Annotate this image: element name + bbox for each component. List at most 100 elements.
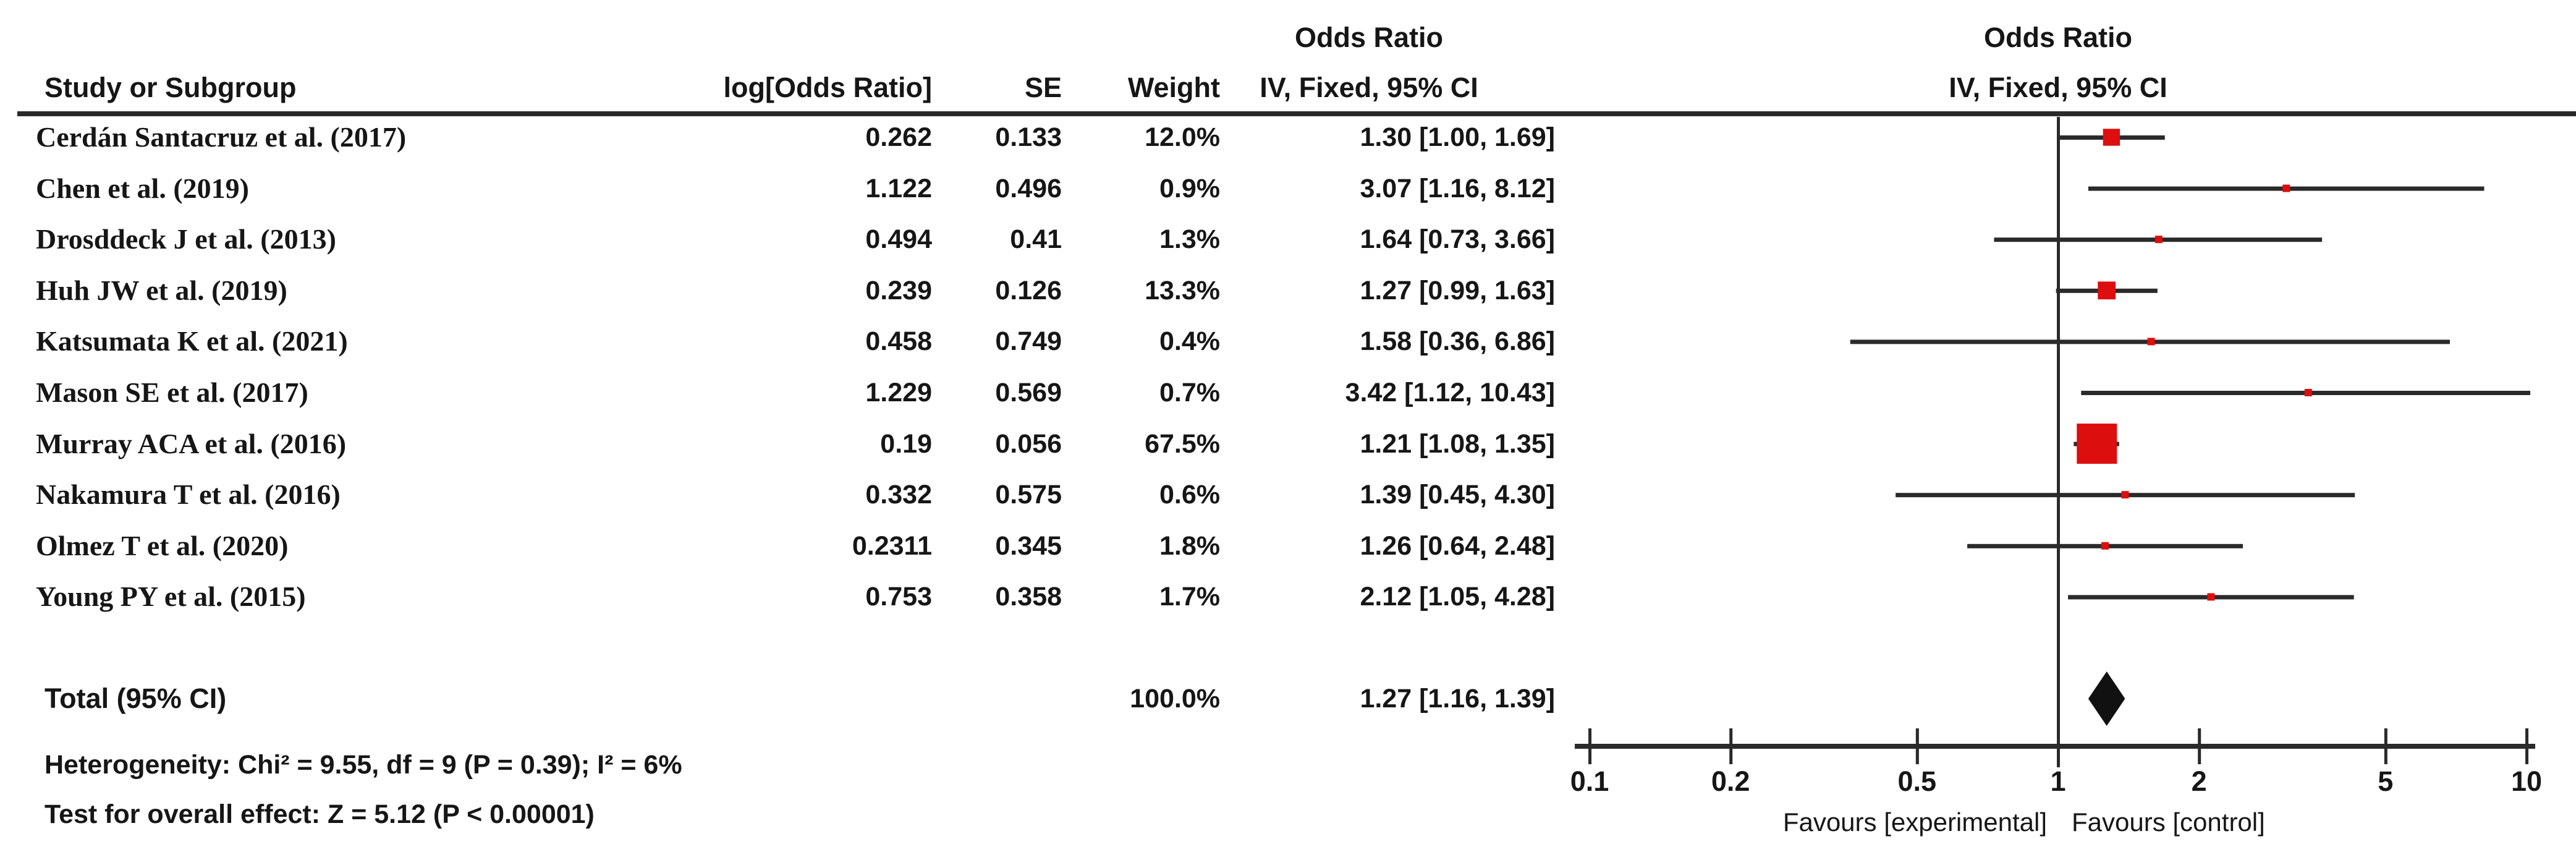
favours-control-label: Favours [control] [2072,807,2265,837]
study-row: Mason SE et al. (2017) 1.229 0.569 0.7% 3.42… [0,370,1582,415]
study-row: Huh JW et al. (2019) 0.239 0.126 13.3% 1.27 … [0,268,1582,313]
se-value: 0.056 [995,428,1062,459]
weight-value: 67.5% [1145,428,1220,459]
se-value: 0.345 [995,531,1062,561]
se-value: 0.358 [995,582,1062,612]
ci-value: 1.58 [0.36, 6.86] [1360,326,1555,357]
x-axis-tick-label: 10 [2510,765,2543,797]
effect-marker [2304,389,2312,396]
or-column-header: Odds Ratio [1294,22,1443,53]
x-axis-tick-label: 2 [2191,765,2207,797]
study-name: Chen et al. (2019) [36,172,249,204]
weight-value: 1.7% [1159,582,1220,612]
log-odds-ratio-value: 0.262 [865,122,932,152]
se-value: 0.133 [995,122,1062,152]
x-axis-tick [1915,728,1919,764]
effect-marker [2121,491,2129,499]
se-value: 0.126 [995,275,1062,305]
x-axis-tick-label: 0.5 [1897,765,1937,797]
overall-effect-text: Test for overall effect: Z = 5.12 (P < 0… [44,799,595,829]
ci-value: 1.30 [1.00, 1.69] [1360,122,1555,152]
total-weight-value: 100.0% [1130,684,1220,714]
ci-value: 1.64 [0.73, 3.66] [1360,224,1555,255]
effect-marker [2101,542,2109,550]
log-odds-ratio-value: 0.458 [865,326,932,357]
x-axis-tick [1729,728,1733,764]
study-name: Katsumata K et al. (2021) [36,325,348,357]
effect-marker [2154,236,2163,244]
se-column-header: SE [1024,72,1062,103]
study-name: Mason SE et al. (2017) [36,377,308,408]
effect-marker [2207,593,2215,601]
log-odds-ratio-value: 0.494 [865,224,932,255]
study-row: Olmez T et al. (2020) 0.2311 0.345 1.8% 1.26… [0,524,1582,568]
log-odds-ratio-value: 0.2311 [852,531,932,561]
ci-value: 1.27 [0.99, 1.63] [1360,275,1555,305]
ci-value: 1.39 [0.45, 4.30] [1360,480,1555,510]
total-label: Total (95% CI) [44,683,227,714]
weight-value: 0.9% [1159,173,1220,203]
weight-value: 13.3% [1145,275,1220,305]
no-effect-line [2057,117,2060,767]
x-axis-tick [2198,728,2201,764]
study-row: Katsumata K et al. (2021) 0.458 0.749 0.4% 1… [0,319,1582,364]
x-axis-tick [1588,728,1591,764]
effect-marker [2147,338,2155,346]
weight-value: 1.3% [1159,224,1220,255]
study-name: Nakamura T et al. (2016) [36,479,341,511]
ci-value: 1.26 [0.64, 2.48] [1360,531,1555,561]
study-name: Olmez T et al. (2020) [36,529,289,561]
ci-method-plot-column-header: IV, Fixed, 95% CI [1949,72,2167,103]
or-plot-column-header: Odds Ratio [1983,22,2132,53]
weight-value: 1.8% [1159,531,1220,561]
effect-marker [2103,129,2121,146]
heterogeneity-text: Heterogeneity: Chi² = 9.55, df = 9 (P = … [44,750,682,780]
total-ci-value: 1.27 [1.16, 1.39] [1360,684,1555,714]
total-diamond [2088,671,2125,726]
log-odds-ratio-value: 1.229 [865,378,932,407]
study-name: Young PY et al. (2015) [36,581,306,613]
study-row: Murray ACA et al. (2016) 0.19 0.056 67.5% 1.… [0,422,1582,466]
se-value: 0.41 [1010,224,1062,255]
x-axis-line [1575,744,2535,749]
study-row: Young PY et al. (2015) 0.753 0.358 1.7% 2.12… [0,574,1582,619]
header-separator-line [17,111,2576,116]
study-name: Murray ACA et al. (2016) [36,427,347,459]
weight-column-header: Weight [1127,72,1220,103]
ci-value: 2.12 [1.05, 4.28] [1360,582,1555,612]
ci-value: 1.21 [1.08, 1.35] [1360,428,1555,459]
x-axis-tick [2525,728,2528,764]
x-axis-tick-label: 1 [2050,765,2066,797]
study-row: Chen et al. (2019) 1.122 0.496 0.9% 3.07 [1.… [0,166,1582,211]
log-odds-ratio-value: 0.753 [865,582,932,612]
log-odds-ratio-value: 0.19 [880,428,932,459]
study-row: Drosddeck J et al. (2013) 0.494 0.41 1.3% 1.… [0,217,1582,262]
ci-method-column-header: IV, Fixed, 95% CI [1260,72,1478,103]
weight-value: 0.7% [1159,378,1220,407]
weight-value: 12.0% [1145,122,1220,152]
study-column-header: Study or Subgroup [44,72,297,103]
x-axis-tick-label: 0.1 [1570,765,1609,797]
se-value: 0.496 [995,173,1062,203]
x-axis-tick [2384,728,2387,764]
effect-marker [2098,281,2116,300]
study-name: Huh JW et al. (2019) [36,274,287,306]
study-name: Cerdán Santacruz et al. (2017) [36,121,407,153]
weight-value: 0.6% [1159,480,1220,510]
x-axis-tick-label: 0.2 [1711,765,1750,797]
x-axis-tick [2057,728,2060,764]
weight-value: 0.4% [1159,326,1220,357]
se-value: 0.575 [995,480,1062,510]
effect-marker [2077,424,2117,464]
log-odds-ratio-value: 0.239 [865,275,932,305]
total-row: Total (95% CI) 100.0% 1.27 [1.16, 1.39] [0,676,1582,721]
se-value: 0.749 [995,326,1062,357]
ci-value: 3.07 [1.16, 8.12] [1360,173,1555,203]
study-row: Cerdán Santacruz et al. (2017) 0.262 0.133… [0,115,1582,160]
study-name: Drosddeck J et al. (2013) [36,223,336,255]
log-odds-ratio-column-header: log[Odds Ratio] [723,72,932,103]
effect-marker [2282,184,2290,192]
log-odds-ratio-value: 0.332 [865,480,932,510]
